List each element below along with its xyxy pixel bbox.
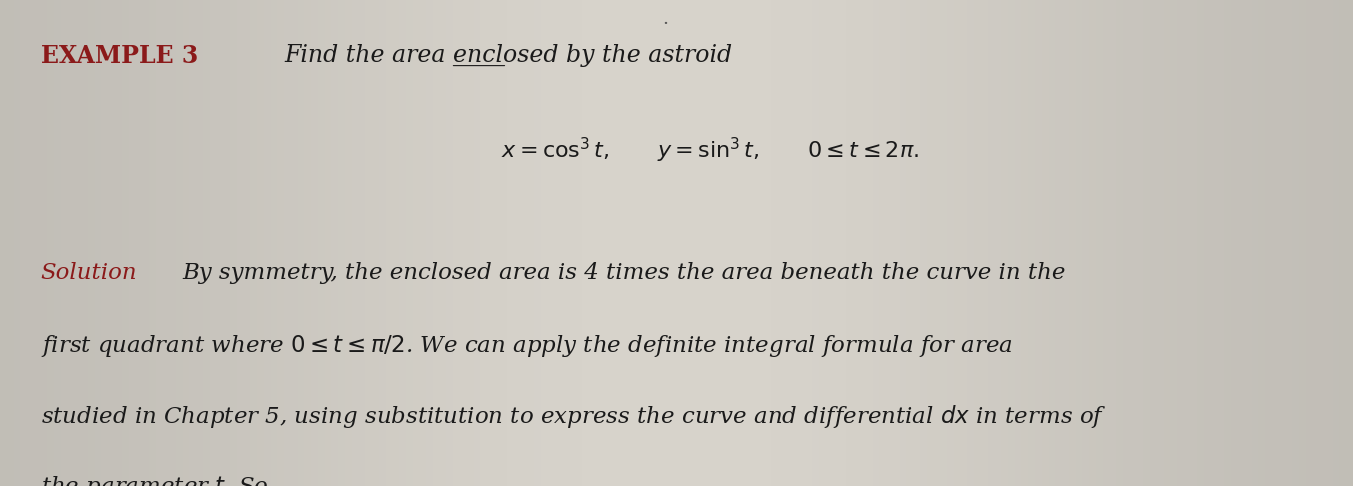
- Text: the parameter $t$. So,: the parameter $t$. So,: [41, 474, 275, 486]
- Text: first quadrant where $0 \leq t \leq \pi/2$. We can apply the definite integral f: first quadrant where $0 \leq t \leq \pi/…: [41, 333, 1012, 359]
- Text: By symmetry, the enclosed area is 4 times the area beneath the curve in the: By symmetry, the enclosed area is 4 time…: [183, 262, 1066, 284]
- Text: $x = \cos^3 t, \qquad y = \sin^3 t, \qquad 0 \leq t \leq 2\pi.$: $x = \cos^3 t, \qquad y = \sin^3 t, \qqu…: [501, 136, 919, 165]
- Text: EXAMPLE 3: EXAMPLE 3: [41, 44, 198, 68]
- Text: studied in Chapter 5, using substitution to express the curve and differential $: studied in Chapter 5, using substitution…: [41, 403, 1107, 431]
- Text: Solution: Solution: [41, 262, 137, 284]
- Text: Find the area enclosed by the astroid: Find the area enclosed by the astroid: [284, 44, 732, 67]
- Text: ·: ·: [663, 15, 668, 33]
